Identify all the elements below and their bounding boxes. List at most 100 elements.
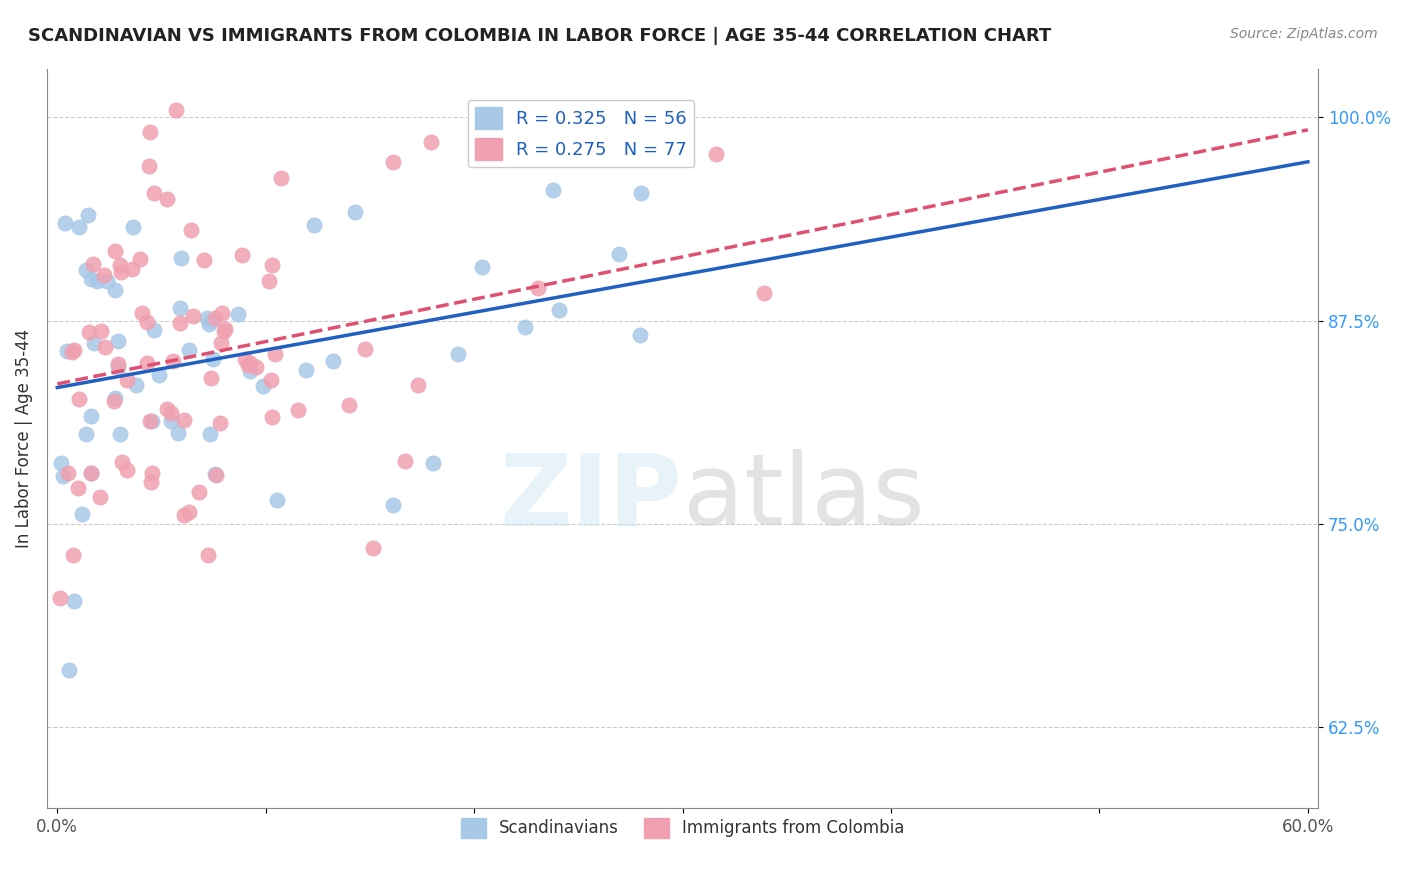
Point xyxy=(166,425,188,440)
Point xyxy=(67,219,90,234)
Point xyxy=(264,347,287,361)
Point xyxy=(238,364,260,378)
Point xyxy=(228,307,250,321)
Point xyxy=(211,306,233,320)
Point xyxy=(72,507,94,521)
Point xyxy=(239,356,262,370)
Point xyxy=(169,301,191,315)
Point xyxy=(262,410,284,425)
Point xyxy=(139,414,162,428)
Point xyxy=(257,274,280,288)
Point xyxy=(111,455,134,469)
Point xyxy=(169,317,191,331)
Point xyxy=(381,155,404,169)
Point xyxy=(93,268,115,283)
Point xyxy=(66,481,89,495)
Point xyxy=(408,378,430,392)
Point xyxy=(344,205,367,219)
Point xyxy=(108,426,131,441)
Point xyxy=(231,248,253,262)
Point xyxy=(752,286,775,301)
Point xyxy=(143,323,166,337)
Point xyxy=(156,402,179,417)
Point xyxy=(117,373,139,387)
Point xyxy=(159,406,181,420)
Point xyxy=(204,467,226,482)
Point xyxy=(541,183,564,197)
Point xyxy=(107,360,129,375)
Point xyxy=(381,498,404,512)
Point xyxy=(173,508,195,523)
Point xyxy=(197,548,219,562)
Point xyxy=(209,336,232,351)
Point xyxy=(354,342,377,356)
Point xyxy=(179,343,201,358)
Point xyxy=(630,186,652,200)
Point xyxy=(198,426,221,441)
Point xyxy=(89,490,111,504)
Point xyxy=(80,466,103,480)
Point xyxy=(67,392,90,406)
Point xyxy=(295,362,318,376)
Point xyxy=(94,340,117,354)
Point xyxy=(287,402,309,417)
Point xyxy=(361,541,384,555)
Text: SCANDINAVIAN VS IMMIGRANTS FROM COLOMBIA IN LABOR FORCE | AGE 35-44 CORRELATION : SCANDINAVIAN VS IMMIGRANTS FROM COLOMBIA… xyxy=(28,27,1052,45)
Point xyxy=(162,354,184,368)
Point xyxy=(156,192,179,206)
Legend: Scandinavians, Immigrants from Colombia: Scandinavians, Immigrants from Colombia xyxy=(454,811,911,845)
Point xyxy=(86,274,108,288)
Point xyxy=(142,186,165,200)
Point xyxy=(60,344,83,359)
Point xyxy=(471,260,494,274)
Point xyxy=(204,310,226,325)
Point xyxy=(173,413,195,427)
Point xyxy=(337,398,360,412)
Point xyxy=(170,251,193,265)
Point xyxy=(139,125,162,139)
Point xyxy=(302,218,325,232)
Text: Source: ZipAtlas.com: Source: ZipAtlas.com xyxy=(1230,27,1378,41)
Point xyxy=(53,216,76,230)
Point xyxy=(245,360,267,375)
Point xyxy=(214,322,236,336)
Point xyxy=(266,493,288,508)
Point xyxy=(141,414,163,428)
Point xyxy=(188,485,211,500)
Point xyxy=(131,306,153,320)
Point xyxy=(148,368,170,383)
Y-axis label: In Labor Force | Age 35-44: In Labor Force | Age 35-44 xyxy=(15,329,32,548)
Point xyxy=(135,356,157,370)
Point xyxy=(75,426,97,441)
Point xyxy=(122,220,145,235)
Point xyxy=(180,223,202,237)
Point xyxy=(104,244,127,258)
Point xyxy=(607,247,630,261)
Point xyxy=(117,463,139,477)
Point xyxy=(177,505,200,519)
Point xyxy=(80,409,103,424)
Point xyxy=(200,314,222,328)
Point xyxy=(204,467,226,481)
Point xyxy=(79,325,101,339)
Point xyxy=(89,324,111,338)
Point xyxy=(129,252,152,266)
Point xyxy=(233,351,256,366)
Point xyxy=(103,394,125,409)
Point xyxy=(52,469,75,483)
Point xyxy=(49,591,72,605)
Point xyxy=(58,663,80,677)
Point xyxy=(212,324,235,338)
Point xyxy=(322,353,344,368)
Point xyxy=(141,475,163,489)
Point xyxy=(548,302,571,317)
Text: atlas: atlas xyxy=(682,450,924,546)
Point xyxy=(394,453,416,467)
Point xyxy=(110,265,132,279)
Point xyxy=(513,320,536,334)
Point xyxy=(252,378,274,392)
Point xyxy=(193,252,215,267)
Point xyxy=(704,147,727,161)
Point xyxy=(104,391,127,405)
Point xyxy=(270,170,292,185)
